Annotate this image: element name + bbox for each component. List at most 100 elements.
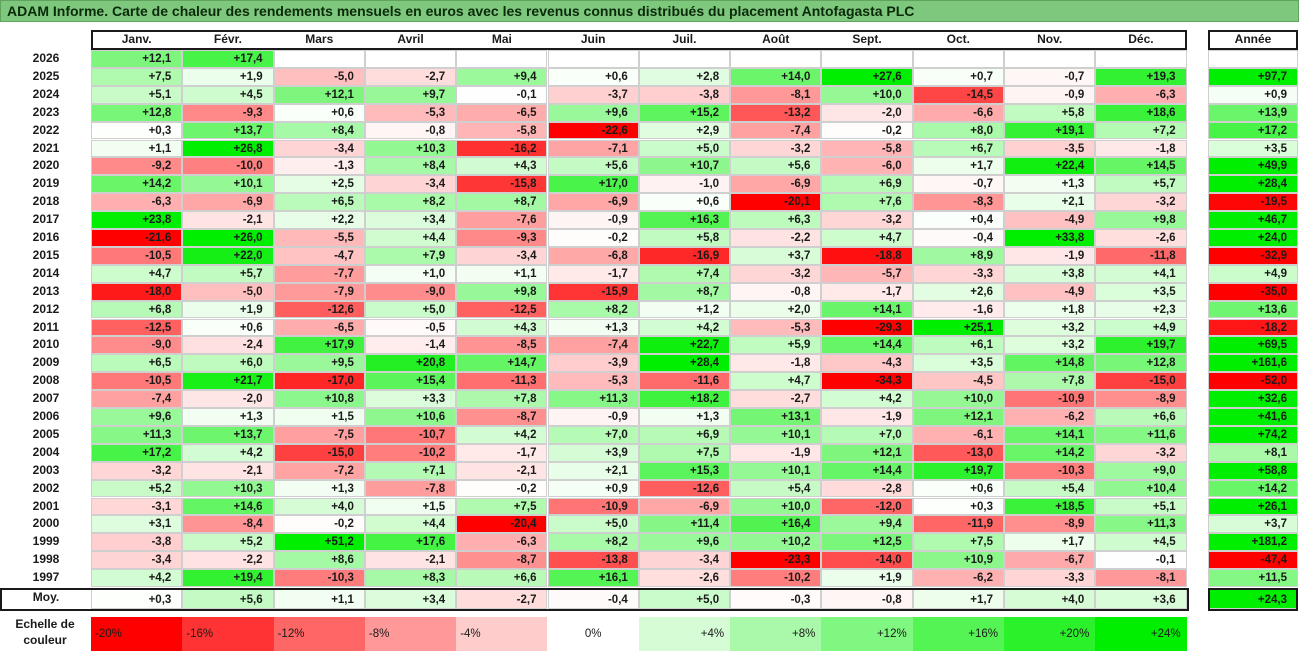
heatmap-cell: +7,0: [821, 425, 913, 444]
heatmap-cell: -0,9: [547, 408, 639, 426]
heatmap-cell: -0,1: [456, 85, 548, 104]
heatmap-cell: [273, 50, 365, 68]
heatmap-cell: -6,3: [456, 533, 548, 552]
heatmap-cell: -3,9: [547, 354, 639, 373]
heatmap-cell: -15,8: [456, 175, 548, 194]
annual-cell: +181,2: [1208, 533, 1298, 552]
heatmap-cell: +10,1: [730, 461, 822, 480]
heatmap-cell: +14,4: [821, 461, 913, 480]
annual-cell: +13,6: [1208, 300, 1298, 319]
annual-cell: +11,5: [1208, 569, 1298, 587]
heatmap-cell: -8,9: [1095, 390, 1187, 408]
heatmap-cell: [456, 50, 548, 68]
heatmap-cell: -3,2: [91, 461, 183, 480]
heatmap-cell: +19,7: [912, 461, 1004, 480]
heatmap-cell: -12,5: [456, 300, 548, 319]
month-header: Juil.: [672, 32, 697, 46]
heatmap-cell: +0,3: [91, 121, 183, 140]
heatmap-cell: -6,8: [547, 246, 639, 265]
heatmap-cell: +3,4: [364, 211, 457, 229]
heatmap-cell: -2,0: [182, 390, 274, 408]
heatmap-cell: +14,1: [1004, 425, 1096, 444]
annual-cell: +69,5: [1208, 336, 1298, 355]
heatmap-cell: +14,2: [1004, 443, 1096, 462]
heatmap-cell: -3,4: [91, 551, 183, 570]
heatmap-cell: -4,9: [1004, 282, 1096, 301]
average-cell: +1,1: [273, 589, 365, 609]
heatmap-cell: +3,7: [730, 246, 822, 265]
heatmap-cell: +8,6: [273, 551, 365, 570]
heatmap-cell: -7,9: [273, 282, 365, 301]
average-cell: -0,8: [821, 589, 913, 609]
color-scale-step: +12%: [821, 617, 913, 651]
heatmap-cell: +2,6: [912, 282, 1004, 301]
heatmap-cell: -2,6: [1095, 229, 1187, 247]
month-header: Déc.: [1128, 32, 1154, 46]
heatmap-cell: +9,4: [456, 67, 548, 86]
heatmap-cell: +8,9: [912, 246, 1004, 265]
heatmap-cell: -13,8: [547, 551, 639, 570]
heatmap-cell: +6,1: [912, 336, 1004, 355]
annual-cell: +28,4: [1208, 175, 1298, 194]
heatmap-cell: -7,1: [547, 139, 639, 158]
month-header: Mars: [305, 32, 334, 46]
heatmap-cell: +2,2: [273, 211, 365, 229]
year-label: 1998: [32, 552, 60, 567]
heatmap-cell: +6,3: [730, 211, 822, 229]
heatmap-cell: +7,5: [638, 443, 731, 462]
annual-cell: +4,9: [1208, 264, 1298, 283]
heatmap-cell: [912, 50, 1004, 68]
year-label: 2012: [32, 301, 60, 316]
average-cell: -2,7: [456, 589, 548, 609]
year-label: 2019: [32, 176, 60, 191]
heatmap-cell: -1,9: [730, 443, 822, 462]
heatmap-cell: +4,2: [456, 425, 548, 444]
annual-cell: +46,7: [1208, 211, 1298, 229]
heatmap-cell: +6,6: [1095, 408, 1187, 426]
heatmap-cell: -3,4: [638, 551, 731, 570]
year-label: 2008: [32, 373, 60, 388]
heatmap-cell: +15,3: [638, 461, 731, 480]
heatmap-cell: -6,9: [730, 175, 822, 194]
heatmap-cell: -7,4: [547, 336, 639, 355]
heatmap-cell: +15,2: [638, 103, 731, 122]
heatmap-cell: +4,5: [1095, 533, 1187, 552]
heatmap-cell: -2,2: [730, 229, 822, 247]
heatmap-cell: -8,4: [182, 515, 274, 534]
heatmap-cell: -12,0: [821, 497, 913, 516]
heatmap-cell: +1,3: [638, 408, 731, 426]
heatmap-cell: +22,7: [638, 336, 731, 355]
heatmap-cell: -3,8: [638, 85, 731, 104]
heatmap-cell: -0,2: [547, 229, 639, 247]
heatmap-cell: -7,4: [730, 121, 822, 140]
heatmap-cell: +7,5: [912, 533, 1004, 552]
heatmap-cell: -3,4: [456, 246, 548, 265]
year-label: 2024: [32, 86, 60, 101]
heatmap-cell: +3,5: [912, 354, 1004, 373]
heatmap-cell: -1,9: [1004, 246, 1096, 265]
year-label: 2022: [32, 122, 60, 137]
heatmap-cell: -17,0: [273, 372, 365, 391]
heatmap-cell: +22,0: [182, 246, 274, 265]
heatmap-cell: +8,2: [364, 193, 457, 212]
color-scale-step: -4%: [456, 617, 548, 651]
heatmap-cell: +12,8: [1095, 354, 1187, 373]
heatmap-cell: +4,4: [364, 515, 457, 534]
heatmap-cell: -1,0: [638, 175, 731, 194]
heatmap-cell: +1,3: [1004, 175, 1096, 194]
average-cell: +5,6: [182, 589, 274, 609]
heatmap-cell: -10,7: [364, 425, 457, 444]
color-scale-step: +8%: [730, 617, 822, 651]
month-header: Janv.: [121, 32, 152, 46]
heatmap-cell: +4,0: [273, 497, 365, 516]
heatmap-cell: +1,5: [273, 408, 365, 426]
heatmap-cell: +3,2: [1004, 318, 1096, 337]
year-label: 2006: [32, 409, 60, 423]
heatmap-cell: +11,3: [91, 425, 183, 444]
annual-cell: +97,7: [1208, 67, 1298, 86]
heatmap-cell: +8,4: [273, 121, 365, 140]
heatmap-cell: -18,8: [821, 246, 913, 265]
heatmap-cell: -0,8: [730, 282, 822, 301]
heatmap-cell: -16,2: [456, 139, 548, 158]
heatmap-cell: -20,1: [730, 193, 822, 212]
